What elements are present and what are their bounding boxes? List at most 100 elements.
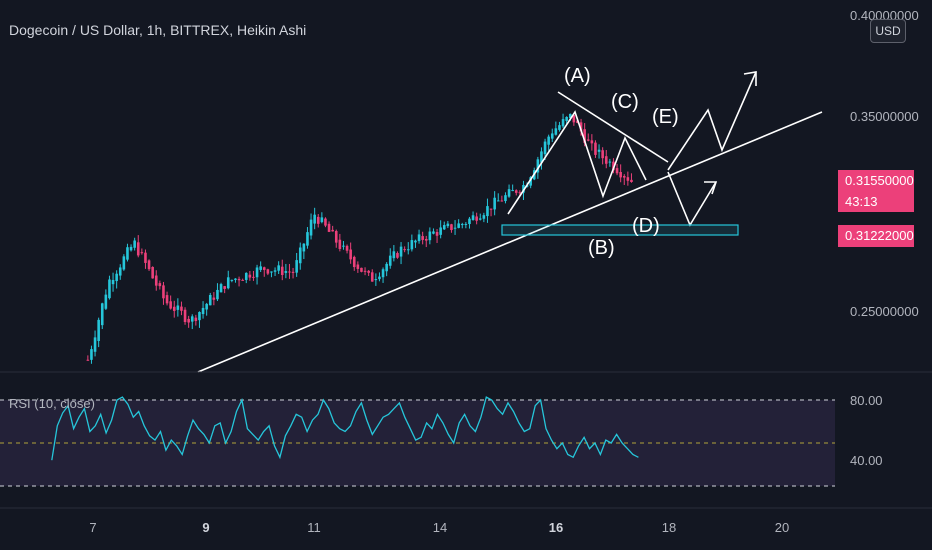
candle-body xyxy=(550,133,554,139)
candle-body xyxy=(165,295,169,304)
candle-body xyxy=(118,267,122,276)
wave-label-c: (C) xyxy=(611,91,639,113)
candle-body xyxy=(244,272,248,280)
rsi-axis[interactable]: 80.00 40.00 xyxy=(850,393,883,468)
candle-body xyxy=(129,246,133,251)
drawings xyxy=(197,71,823,373)
symbol-title[interactable]: Dogecoin / US Dollar, 1h, BITTREX, Heiki… xyxy=(9,22,307,38)
rsi-line[interactable] xyxy=(51,396,639,461)
candle-body xyxy=(471,215,475,220)
time-label: 9 xyxy=(202,520,209,535)
candle-body xyxy=(478,218,482,220)
upper-triangle-line[interactable] xyxy=(557,91,669,163)
candle-body xyxy=(432,231,435,234)
candle-body xyxy=(108,279,111,299)
candle-body xyxy=(378,276,381,280)
candle-body xyxy=(208,294,212,306)
candle-body xyxy=(302,243,306,252)
candle-body xyxy=(324,218,327,226)
candle-body xyxy=(331,229,334,232)
candle-body xyxy=(450,224,453,231)
price-candles xyxy=(86,113,633,364)
candle-body xyxy=(453,227,457,229)
candle-body xyxy=(414,240,417,243)
time-label: 14 xyxy=(433,520,447,535)
candle-body xyxy=(183,309,187,322)
candle-body xyxy=(522,184,525,193)
time-axis[interactable]: 7 9 11 14 16 18 20 xyxy=(89,520,789,535)
candle-body xyxy=(140,252,144,254)
candle-body xyxy=(435,231,439,236)
candle-body xyxy=(291,271,295,273)
candle-body xyxy=(410,240,414,250)
candle-body xyxy=(399,246,403,257)
time-label: 11 xyxy=(307,520,321,535)
price-label: 0.25000000 xyxy=(850,304,919,319)
candle-body xyxy=(543,141,547,155)
candle-body xyxy=(392,251,396,259)
candle-body xyxy=(223,286,226,289)
candle-body xyxy=(234,278,237,280)
candle-body xyxy=(464,223,468,225)
candle-body xyxy=(630,179,633,183)
candle-body xyxy=(338,239,342,249)
candle-body xyxy=(334,231,338,243)
support-box[interactable] xyxy=(501,224,739,236)
rsi-indicator-label[interactable]: RSI (10, close) xyxy=(9,396,95,411)
candle-body xyxy=(248,274,252,278)
candle-body xyxy=(288,271,291,273)
candle-body xyxy=(608,161,612,163)
level-price-tag: 0.31222000 xyxy=(838,225,914,247)
time-label: 18 xyxy=(662,520,676,535)
candle-body xyxy=(615,168,619,174)
wave-label-e: (E) xyxy=(652,106,679,128)
candle-body xyxy=(180,306,183,311)
wave-label-b: (B) xyxy=(588,237,615,259)
candle-body xyxy=(496,200,500,202)
candle-body xyxy=(417,234,421,242)
candle-body xyxy=(475,216,478,221)
candle-body xyxy=(115,273,118,282)
candle-body xyxy=(284,271,288,273)
candle-body xyxy=(172,306,176,311)
candle-body xyxy=(406,249,410,251)
candle-body xyxy=(201,307,205,315)
candle-body xyxy=(586,139,590,141)
wave-labels: (A) (B) (C) (D) (E) xyxy=(564,65,679,259)
price-label: 0.35000000 xyxy=(850,109,919,124)
candle-body xyxy=(306,232,309,246)
candle-body xyxy=(205,303,208,310)
candle-body xyxy=(226,277,230,289)
candle-body xyxy=(374,279,378,281)
candle-body xyxy=(345,245,349,251)
candle-body xyxy=(277,265,280,271)
candle-body xyxy=(252,276,255,278)
candle-body xyxy=(266,269,270,274)
bullish-projection-head xyxy=(743,71,757,86)
candle-body xyxy=(370,272,374,282)
rsi-pane xyxy=(0,396,835,487)
candle-body xyxy=(111,280,115,285)
candle-body xyxy=(320,217,324,223)
candle-body xyxy=(504,195,507,202)
candle-body xyxy=(540,151,543,163)
candle-body xyxy=(396,253,399,258)
ascending-trendline[interactable] xyxy=(197,111,823,373)
candle-body xyxy=(90,349,93,360)
candle-body xyxy=(86,359,90,361)
candle-body xyxy=(579,122,583,132)
candle-body xyxy=(259,266,262,270)
price-axis[interactable]: 0.40000000 0.35000000 0.25000000 xyxy=(850,8,919,319)
candle-body xyxy=(144,252,147,263)
candle-body xyxy=(93,337,97,352)
candle-body xyxy=(327,223,331,232)
candle-body xyxy=(97,319,100,341)
candle-body xyxy=(309,219,313,236)
currency-button[interactable]: USD xyxy=(870,19,906,43)
candle-body xyxy=(187,318,190,323)
candle-body xyxy=(568,113,572,118)
candle-body xyxy=(385,263,388,272)
candle-body xyxy=(554,128,558,135)
candle-body xyxy=(457,223,460,228)
